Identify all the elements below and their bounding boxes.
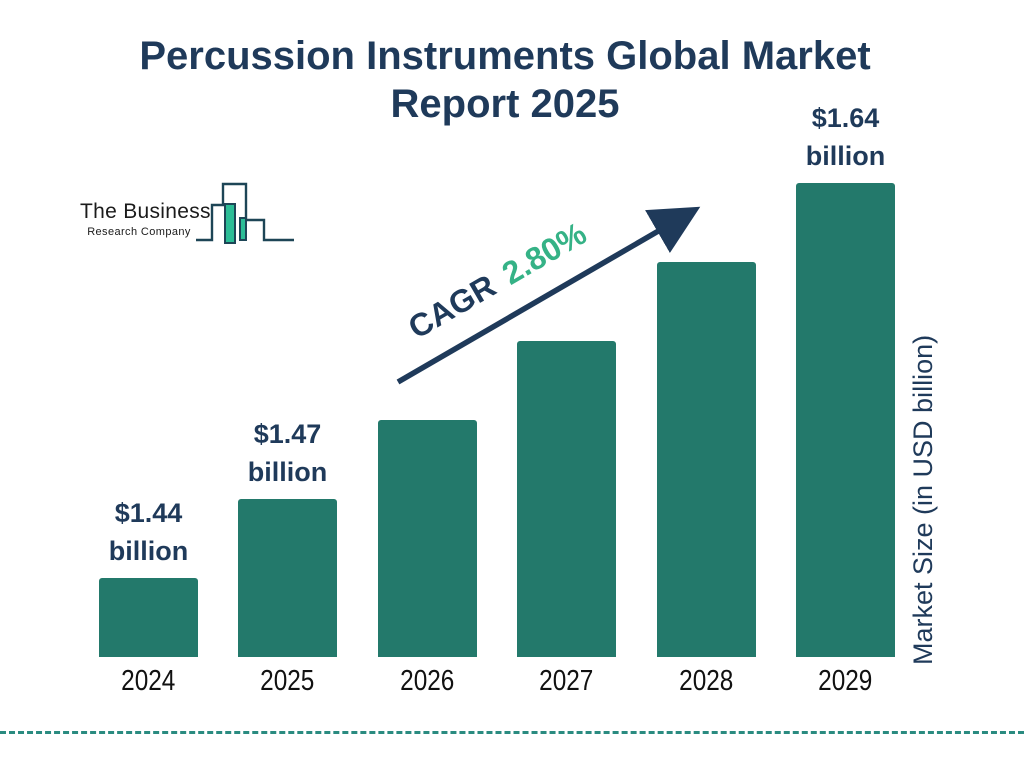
page-title-line2: Report 2025 [390,82,620,126]
value-label-2025: $1.47 billion [247,419,328,487]
bar-2024 [99,578,198,657]
x-tick-2028: 2028 [679,665,734,697]
growth-arrow-icon [396,206,701,385]
bottom-dashed-divider [0,731,1024,734]
logo-bar-chart-icon [196,182,294,244]
bar-2026 [378,420,477,657]
page-title: Percussion Instruments Global Market Rep… [0,32,1010,128]
bar-2027 [517,341,616,657]
bar-2029 [796,183,895,657]
x-tick-2027: 2027 [539,665,594,697]
value-label-2029: $1.64 billion [805,103,886,171]
bar-2028 [657,262,756,657]
company-logo: The Business Research Company [78,182,294,250]
x-tick-2029: 2029 [818,665,873,697]
page-title-line1: Percussion Instruments Global Market [139,34,871,78]
value-label-2024: $1.44 billion [108,498,189,566]
x-tick-2025: 2025 [260,665,315,697]
y-axis-label: Market Size (in USD billion) [908,334,938,666]
x-tick-2024: 2024 [121,665,176,697]
bar-2025 [238,499,337,657]
x-tick-2026: 2026 [400,665,455,697]
logo-company-name: The Business [80,200,211,223]
logo-company-subname: Research Company [87,226,191,238]
